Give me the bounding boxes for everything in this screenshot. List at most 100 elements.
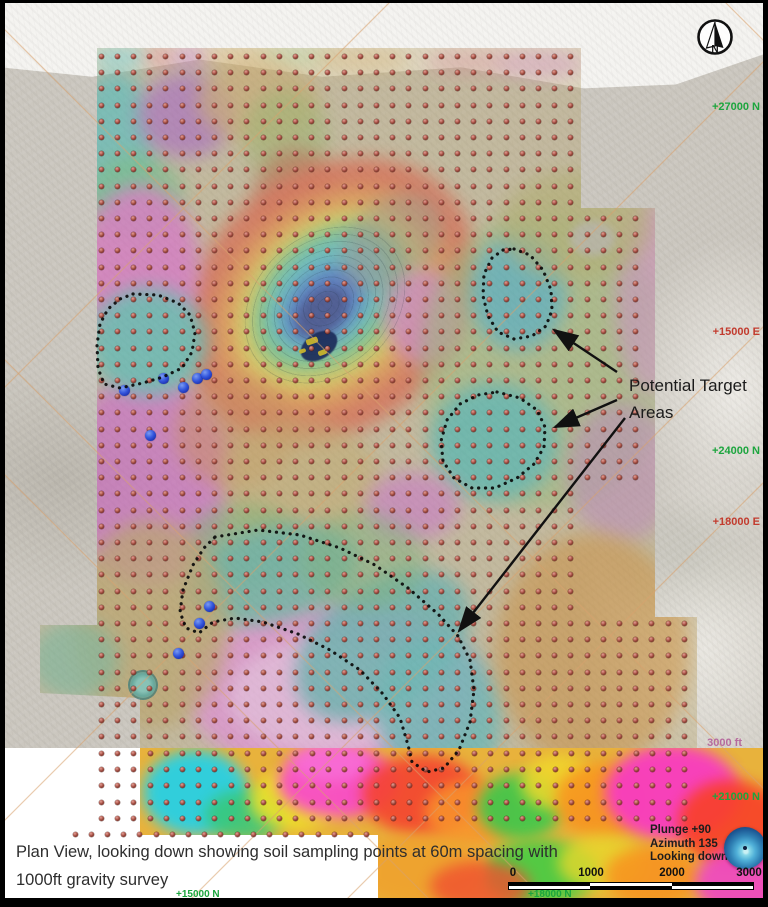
soil-sample-dot <box>260 54 266 59</box>
soil-sample-dot <box>163 361 169 367</box>
soil-sample-dot <box>454 702 460 707</box>
soil-sample-dot <box>98 313 104 319</box>
soil-sample-dot <box>422 621 428 626</box>
soil-sample-dot <box>130 313 136 319</box>
soil-sample-dot <box>568 718 574 724</box>
soil-sample-dot <box>179 394 185 400</box>
soil-sample-dot <box>600 345 606 351</box>
soil-sample-dot <box>503 491 509 497</box>
north-arrow-compass[interactable]: N <box>693 16 737 62</box>
soil-sample-dot <box>114 507 120 513</box>
soil-sample-dot <box>228 669 234 675</box>
soil-sample-dot <box>503 167 509 173</box>
soil-sample-dot <box>681 702 687 707</box>
soil-sample-dot <box>260 491 266 497</box>
soil-sample-dot <box>309 653 315 659</box>
soil-sample-dot <box>552 751 558 756</box>
soil-sample-dot <box>373 199 379 205</box>
soil-sample-dot <box>357 685 363 691</box>
soil-sample-dot <box>519 426 525 432</box>
soil-sample-dot <box>325 734 331 740</box>
soil-sample-dot <box>552 702 558 707</box>
soil-sample-dot <box>211 459 217 464</box>
soil-sample-dot <box>503 588 509 594</box>
soil-sample-dot <box>130 361 136 367</box>
soil-sample-dot <box>163 718 169 724</box>
soil-sample-dot <box>373 426 379 432</box>
soil-sample-dot <box>325 799 331 805</box>
soil-sample-dot <box>584 248 590 254</box>
soil-sample-dot <box>195 637 201 643</box>
soil-sample-dot <box>260 199 266 205</box>
soil-sample-dot <box>390 378 396 383</box>
soil-sample-dot <box>325 232 331 238</box>
soil-sample-dot <box>519 86 525 92</box>
soil-sample-dot <box>438 70 444 76</box>
soil-sample-dot <box>600 669 606 675</box>
soil-sample-dot <box>535 313 541 319</box>
soil-sample-dot <box>471 378 477 383</box>
soil-sample-dot <box>163 572 169 578</box>
soil-sample-dot <box>244 475 250 481</box>
soil-sample-dot <box>114 540 120 545</box>
soil-sample-dot <box>244 491 250 497</box>
soil-sample-dot <box>309 313 315 319</box>
soil-sample-dot <box>471 313 477 319</box>
soil-sample-dot <box>373 394 379 400</box>
soil-sample-dot <box>276 297 282 302</box>
soil-sample-dot <box>114 102 120 108</box>
soil-sample-dot <box>276 183 282 189</box>
soil-sample-dot <box>195 426 201 432</box>
soil-sample-dot <box>163 783 169 789</box>
soil-sample-dot <box>98 540 104 545</box>
soil-sample-dot <box>357 313 363 319</box>
soil-sample-dot <box>276 491 282 497</box>
orientation-sphere-widget[interactable] <box>724 827 766 869</box>
soil-sample-dot <box>114 280 120 286</box>
soil-sample-dot <box>600 637 606 643</box>
soil-sample-dot <box>115 783 121 789</box>
soil-sample-dot <box>568 621 574 626</box>
soil-sample-dot <box>114 378 120 383</box>
soil-sample-dot <box>341 491 347 497</box>
soil-sample-dot <box>147 604 153 610</box>
soil-sample-dot <box>211 637 217 643</box>
soil-sample-dot <box>503 232 509 238</box>
soil-sample-dot <box>439 783 445 789</box>
soil-sample-dot <box>260 102 266 108</box>
soil-sample-dot <box>98 702 104 707</box>
soil-sample-dot <box>438 621 444 626</box>
grid-coordinate-label: +15000 N <box>176 889 220 900</box>
anomaly-point <box>172 647 184 659</box>
soil-sample-dot <box>438 475 444 481</box>
soil-sample-dot <box>228 621 234 626</box>
soil-sample-dot <box>260 345 266 351</box>
soil-sample-dot <box>374 799 380 805</box>
soil-sample-dot <box>422 653 428 659</box>
soil-sample-dot <box>616 718 622 724</box>
soil-sample-dot <box>325 637 331 643</box>
soil-sample-dot <box>535 718 541 724</box>
soil-sample-dot <box>373 135 379 140</box>
soil-sample-dot <box>211 183 217 189</box>
gravity-band-bottom <box>140 748 768 900</box>
soil-sample-dot <box>276 232 282 238</box>
soil-sample-dot <box>681 637 687 643</box>
soil-sample-dot <box>211 361 217 367</box>
soil-sample-dot <box>357 442 363 448</box>
soil-sample-dot <box>552 54 558 59</box>
soil-sample-dot <box>228 702 234 707</box>
soil-sample-dot <box>341 459 347 464</box>
soil-sample-dot <box>487 345 493 351</box>
soil-sample-dot <box>519 523 525 529</box>
soil-sample-dot <box>211 540 217 545</box>
soil-sample-dot <box>211 475 217 481</box>
soil-sample-dot <box>519 604 525 610</box>
soil-sample-dot <box>261 783 266 789</box>
soil-sample-dot <box>535 702 541 707</box>
soil-sample-dot <box>390 54 396 59</box>
soil-sample-dot <box>471 216 477 221</box>
gravity-blob <box>604 846 700 900</box>
soil-sample-dot <box>196 751 202 756</box>
